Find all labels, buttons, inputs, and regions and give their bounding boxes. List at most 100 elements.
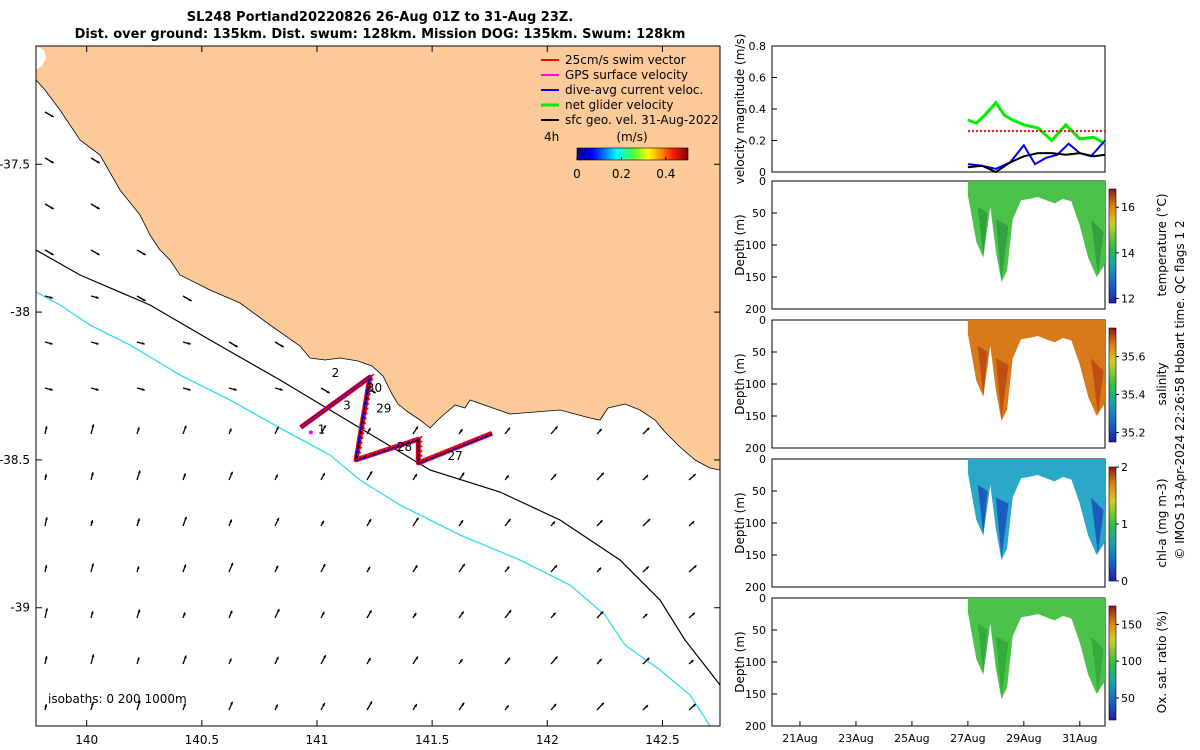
colorbar-tick-label: 35.4 (1121, 389, 1146, 402)
geo-arrow-head (600, 472, 604, 476)
geo-arrow-head (554, 656, 558, 660)
geo-arrow-head (141, 387, 145, 391)
geo-arrow-head (49, 387, 53, 391)
swim-tick (482, 433, 488, 438)
time-tick-label: 21Aug (782, 732, 817, 745)
geo-arrow-head (323, 655, 326, 659)
geo-arrow-head (506, 566, 510, 570)
swim-tick (417, 435, 423, 440)
velocity-y-tick-label: 0.6 (749, 72, 767, 85)
geo-arrow-head (44, 474, 48, 478)
map-x-tick-label: 141 (306, 733, 329, 747)
section-frame (771, 319, 1106, 449)
geo-arrow-head (45, 608, 48, 612)
geo-arrow-head (415, 517, 419, 521)
geo-arrow-head (136, 657, 140, 661)
geo-arrow-head (553, 703, 557, 707)
colorbar-tick-label: 0 (1121, 575, 1128, 588)
geo-arrow-head (367, 657, 371, 661)
swim-tick (336, 397, 342, 402)
geo-arrow-head (90, 520, 94, 524)
swim-tick (332, 400, 338, 405)
map-panel: 2 30 3 29 1 28 27 140 140.5 141 141.5 142 142.5 -37… (0, 45, 721, 747)
geo-arrow-head (184, 516, 187, 520)
geo-arrow-head (91, 563, 95, 567)
geo-arrow-head (141, 341, 145, 345)
geo-arrow-head (505, 705, 509, 709)
interval-label: 4h (544, 130, 559, 144)
geo-arrow-head (323, 425, 326, 429)
map-x-ticks: 140 140.5 141 141.5 142 142.5 (75, 46, 680, 747)
colorbar-tick-label: 50 (1121, 692, 1135, 705)
geo-arrow-head (137, 518, 140, 522)
depth-ylabel: Depth (m) (733, 492, 747, 553)
velocity-panel: 0 0.2 0.4 0.6 0.8 velocity magnitude (m/s) (733, 34, 1106, 184)
title-line-1: SL248 Portland20220826 26-Aug 01Z to 31-… (187, 10, 574, 25)
glider-track (299, 373, 493, 466)
geo-arrow-head (507, 427, 510, 431)
swim-tick (384, 446, 390, 451)
geo-arrow-head (647, 519, 651, 522)
geo-arrow-head (50, 114, 54, 117)
swim-tick (365, 397, 371, 403)
swim-tick (417, 445, 423, 450)
depth-tick-label: 150 (745, 271, 766, 284)
depth-tick-label: 50 (752, 207, 766, 220)
geo-arrow-head (462, 563, 465, 567)
geo-arrow-head (44, 656, 48, 660)
colorbar-label: temperature (°C) (1155, 194, 1169, 297)
time-tick-label: 25Aug (894, 732, 929, 745)
map-x-tick-label: 141.5 (415, 733, 449, 747)
swim-tick (459, 442, 465, 447)
depth-tick-label: 150 (745, 549, 766, 562)
section-panel-1: 0 50 100 150 200 Depth (m) 12 14 16 temperature (… (733, 175, 1169, 316)
geo-arrow-head (183, 564, 187, 568)
geo-arrow-head (91, 702, 94, 706)
geo-arrow-head (505, 475, 509, 479)
swim-tick (360, 454, 366, 459)
map-y-tick-label: -38.5 (0, 453, 30, 467)
geo-arrow-head (96, 160, 100, 163)
depth-tick-label: 150 (745, 688, 766, 701)
geo-arrow-head (322, 472, 325, 476)
swim-tick (345, 391, 351, 396)
geo-arrow-head (645, 566, 649, 570)
swim-tick (468, 438, 474, 444)
day-label: 1 (318, 422, 326, 436)
map-frame (35, 45, 721, 727)
swim-tick (341, 394, 346, 399)
geo-arrow-head (690, 660, 694, 663)
geo-arrow-head (598, 567, 602, 571)
geo-arrow-head (137, 609, 141, 613)
swim-tick (417, 459, 423, 464)
geo-arrow-head (228, 658, 232, 662)
geo-arrow-head (275, 565, 279, 569)
geo-arrow-head (230, 701, 233, 705)
swim-tick (379, 448, 385, 453)
depth-tick-label: 100 (745, 517, 766, 530)
depth-tick-label: 200 (745, 442, 766, 455)
geo-arrow-head (229, 519, 233, 523)
geo-arrow-head (599, 520, 603, 524)
swim-tick (361, 379, 367, 384)
geo-arrow-head (326, 390, 330, 393)
depth-tick-label: 100 (745, 656, 766, 669)
colorbar-label: chl-a (mg m-3) (1155, 478, 1169, 567)
geo-arrow-head (598, 428, 602, 432)
geo-arrow-head (187, 387, 191, 391)
velocity-y-tick-label: 0 (759, 166, 766, 179)
geo-arrow-head (413, 612, 417, 616)
isobath-200 (36, 249, 720, 686)
swim-tick (324, 406, 330, 411)
section-colorbar (1108, 188, 1117, 304)
swim-tick (300, 423, 306, 428)
geo-arrow-head (136, 427, 140, 431)
depth-tick-label: 100 (745, 378, 766, 391)
section-panel-3: 0 50 100 150 200 Depth (m) 0 1 2 chl-a (mg m-3) (733, 453, 1169, 594)
swim-tick (304, 420, 310, 426)
geo-arrow-head (142, 252, 146, 255)
geo-arrow-head (50, 160, 54, 163)
colorbar-tick-label: 100 (1121, 655, 1142, 668)
geo-arrow-head (95, 341, 99, 345)
geo-arrow-head (507, 657, 510, 661)
